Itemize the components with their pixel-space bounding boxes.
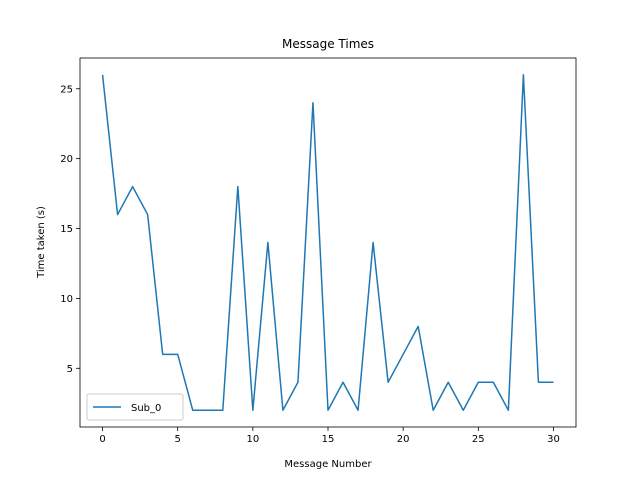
x-tick-label: 5 bbox=[175, 434, 181, 445]
chart-title: Message Times bbox=[282, 37, 374, 51]
y-tick-label: 10 bbox=[60, 294, 73, 305]
y-tick-label: 15 bbox=[60, 224, 73, 235]
legend-box bbox=[86, 393, 184, 421]
y-tick-label: 5 bbox=[67, 364, 73, 375]
x-tick-label: 20 bbox=[397, 434, 410, 445]
x-axis: 0 5 10 15 20 25 30 bbox=[99, 427, 560, 445]
x-tick-label: 0 bbox=[99, 434, 105, 445]
x-axis-label: Message Number bbox=[284, 459, 372, 470]
legend: Sub_0 bbox=[86, 393, 184, 421]
x-tick-label: 10 bbox=[246, 434, 259, 445]
y-tick-label: 25 bbox=[60, 84, 73, 95]
x-tick-label: 25 bbox=[472, 434, 485, 445]
legend-label-sub-0: Sub_0 bbox=[131, 403, 161, 414]
y-axis: 5 10 15 20 25 bbox=[60, 84, 80, 375]
x-tick-label: 30 bbox=[547, 434, 560, 445]
y-axis-label: Time taken (s) bbox=[36, 206, 47, 279]
x-tick-label: 15 bbox=[322, 434, 335, 445]
series-line-sub-0 bbox=[101, 74, 554, 411]
y-tick-label: 20 bbox=[60, 154, 73, 165]
